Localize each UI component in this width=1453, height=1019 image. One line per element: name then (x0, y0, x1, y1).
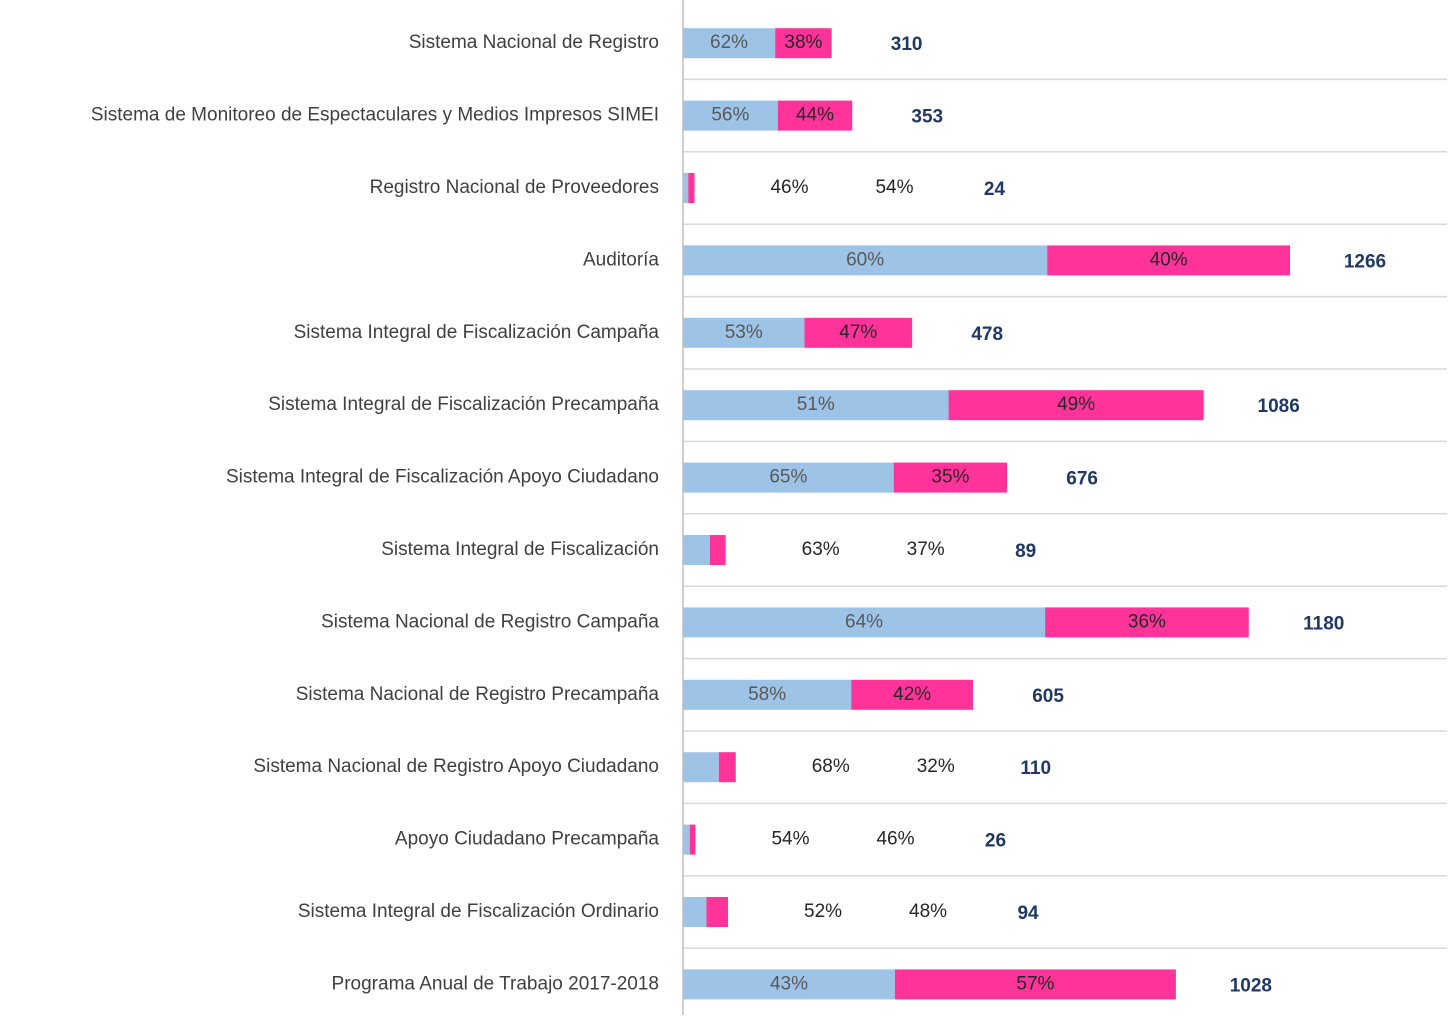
total-label: 310 (891, 34, 923, 55)
bar-segment (706, 897, 729, 927)
bar-segment (851, 679, 974, 710)
category-label: Sistema Nacional de Registro Campaña (321, 611, 659, 632)
bar-segment (718, 752, 736, 783)
total-label: 110 (1020, 758, 1051, 779)
value-label: 42% (893, 684, 931, 705)
bar-segment (683, 897, 707, 927)
total-label: 89 (1015, 541, 1036, 562)
bar-segment (948, 390, 1204, 421)
total-label: 676 (1066, 469, 1098, 490)
value-label: 47% (839, 322, 877, 343)
bar-segment (683, 390, 949, 421)
category-label: Sistema Integral de Fiscalización Precam… (268, 394, 659, 415)
bar-segment (689, 824, 696, 855)
bar-segment (683, 824, 690, 855)
bar-segment (1047, 245, 1290, 276)
value-label: 36% (1128, 611, 1166, 632)
value-label: 54% (875, 177, 913, 198)
value-label: 38% (784, 32, 822, 53)
bar-segment (683, 752, 719, 783)
value-label: 64% (845, 611, 883, 632)
total-label: 478 (971, 324, 1003, 345)
category-label: Sistema Integral de Fiscalización Apoyo … (226, 467, 659, 488)
value-label: 52% (804, 901, 842, 922)
total-label: 26 (985, 831, 1006, 852)
value-label: 54% (771, 829, 809, 850)
category-label: Sistema Integral de Fiscalización Campañ… (294, 322, 660, 343)
bar-segment (683, 535, 710, 565)
value-label: 63% (802, 539, 840, 560)
total-label: 24 (984, 179, 1006, 200)
bar-segment (775, 28, 832, 59)
category-label: Sistema Integral de Fiscalización (381, 539, 659, 560)
category-label: Registro Nacional de Proveedores (370, 177, 659, 198)
total-label: 605 (1032, 686, 1064, 707)
bar-segment (1045, 607, 1249, 638)
bar-segment (683, 462, 894, 493)
category-label: Sistema Integral de Fiscalización Ordina… (298, 901, 659, 922)
total-label: 1180 (1303, 613, 1344, 634)
value-label: 32% (917, 756, 955, 777)
bar-segment (683, 100, 778, 131)
value-label: 68% (812, 756, 850, 777)
bar-segment (709, 535, 726, 565)
bar-segment (683, 317, 805, 348)
category-label: Sistema Nacional de Registro Apoyo Ciuda… (253, 756, 659, 777)
bar-segment (683, 969, 895, 1000)
value-label: 56% (711, 105, 749, 126)
value-label: 44% (796, 105, 834, 126)
category-label: Sistema de Monitoreo de Espectaculares y… (91, 105, 659, 126)
bar-segment (894, 969, 1176, 1000)
total-label: 1086 (1258, 396, 1300, 417)
total-label: 1028 (1230, 975, 1272, 996)
bar-segment (893, 462, 1008, 493)
value-label: 37% (907, 539, 945, 560)
value-label: 65% (769, 467, 807, 488)
bar-segment (683, 679, 852, 710)
total-label: 94 (1017, 903, 1039, 924)
value-label: 40% (1150, 249, 1188, 270)
category-label: Auditoría (583, 249, 659, 270)
value-label: 46% (876, 829, 914, 850)
bar-segment (683, 28, 776, 59)
value-label: 35% (931, 467, 969, 488)
bar-segment (683, 245, 1048, 276)
category-label: Apoyo Ciudadano Precampaña (395, 829, 660, 850)
value-label: 49% (1057, 394, 1095, 415)
value-label: 62% (710, 32, 748, 53)
category-label: Sistema Nacional de Registro (409, 32, 659, 53)
category-label: Programa Anual de Trabajo 2017-2018 (332, 973, 659, 994)
value-label: 51% (797, 394, 835, 415)
bar-segment (688, 173, 695, 203)
value-label: 43% (770, 973, 808, 994)
value-label: 60% (846, 249, 884, 270)
value-label: 58% (748, 684, 786, 705)
value-label: 46% (770, 177, 808, 198)
value-label: 48% (909, 901, 947, 922)
bar-segment (683, 607, 1046, 638)
total-label: 1266 (1344, 251, 1386, 272)
total-label: 353 (911, 107, 943, 128)
category-label: Sistema Nacional de Registro Precampaña (296, 684, 660, 705)
bar-segment (683, 173, 689, 203)
value-label: 53% (725, 322, 763, 343)
bar-segment (804, 317, 913, 348)
value-label: 57% (1016, 973, 1054, 994)
bar-segment (777, 100, 853, 131)
